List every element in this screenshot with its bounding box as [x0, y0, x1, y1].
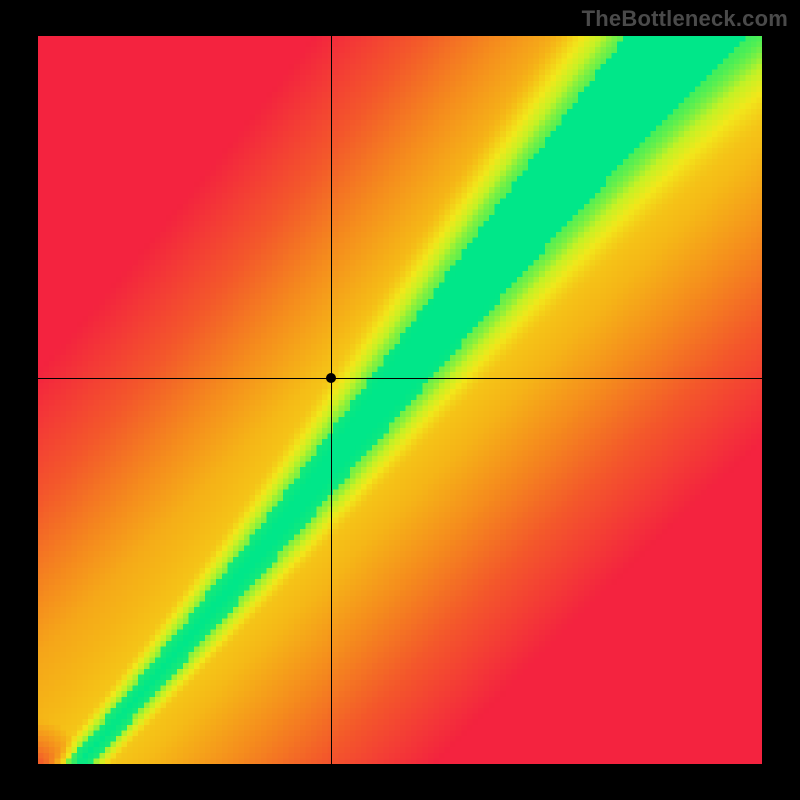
heatmap-canvas — [38, 36, 762, 764]
crosshair-horizontal — [38, 378, 762, 379]
watermark-text: TheBottleneck.com — [582, 6, 788, 32]
plot-frame — [38, 36, 762, 764]
data-point-marker — [326, 373, 336, 383]
chart-container: TheBottleneck.com — [0, 0, 800, 800]
crosshair-vertical — [331, 36, 332, 764]
